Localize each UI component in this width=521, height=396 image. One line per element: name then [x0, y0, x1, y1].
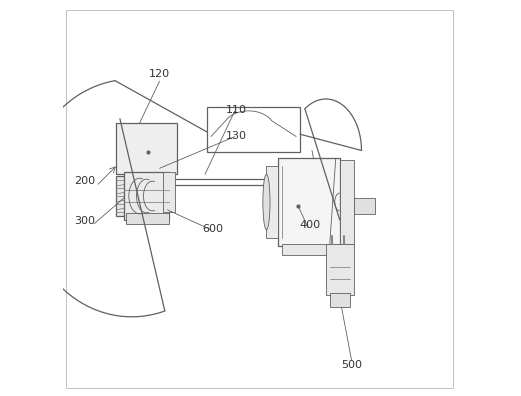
Text: 600: 600	[203, 224, 224, 234]
Bar	[330, 293, 350, 307]
Text: 120: 120	[149, 69, 170, 79]
Bar	[336, 244, 353, 255]
Bar	[116, 123, 177, 174]
Text: 110: 110	[226, 105, 247, 115]
Ellipse shape	[263, 174, 270, 230]
Text: 300: 300	[74, 216, 95, 226]
Bar	[282, 244, 336, 255]
Bar	[126, 213, 169, 224]
Bar	[326, 244, 354, 295]
Bar	[278, 158, 340, 246]
Bar	[340, 160, 354, 244]
Text: 400: 400	[300, 220, 320, 230]
Bar	[354, 198, 375, 214]
Bar	[164, 172, 176, 212]
Bar	[207, 107, 300, 152]
Bar	[116, 176, 132, 216]
Text: 200: 200	[73, 176, 95, 186]
Text: 130: 130	[226, 131, 247, 141]
Bar	[124, 172, 169, 220]
Text: 500: 500	[341, 360, 362, 370]
Bar	[266, 166, 278, 238]
